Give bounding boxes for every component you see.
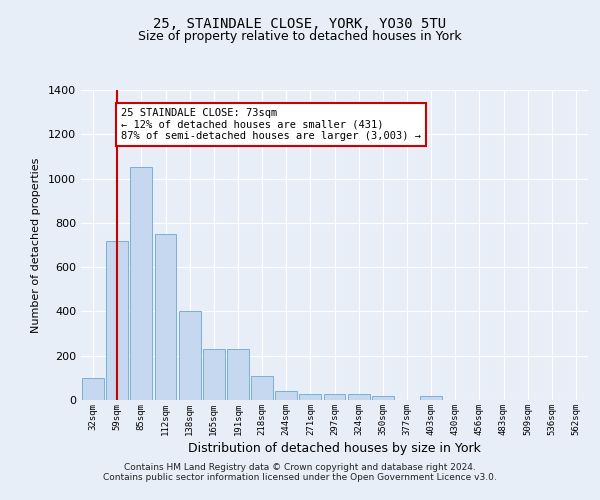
Y-axis label: Number of detached properties: Number of detached properties	[31, 158, 41, 332]
Bar	[82, 378, 104, 400]
Bar	[323, 394, 346, 400]
Bar	[155, 234, 176, 400]
Bar	[348, 394, 370, 400]
Text: 25, STAINDALE CLOSE, YORK, YO30 5TU: 25, STAINDALE CLOSE, YORK, YO30 5TU	[154, 18, 446, 32]
Bar	[251, 376, 273, 400]
Bar	[203, 349, 224, 400]
Bar	[130, 168, 152, 400]
Bar	[275, 391, 297, 400]
Text: 25 STAINDALE CLOSE: 73sqm
← 12% of detached houses are smaller (431)
87% of semi: 25 STAINDALE CLOSE: 73sqm ← 12% of detac…	[121, 108, 421, 141]
Bar	[179, 312, 200, 400]
X-axis label: Distribution of detached houses by size in York: Distribution of detached houses by size …	[188, 442, 481, 455]
Text: Size of property relative to detached houses in York: Size of property relative to detached ho…	[138, 30, 462, 43]
Bar	[372, 396, 394, 400]
Text: Contains HM Land Registry data © Crown copyright and database right 2024.: Contains HM Land Registry data © Crown c…	[124, 462, 476, 471]
Bar	[420, 396, 442, 400]
Bar	[227, 349, 249, 400]
Bar	[299, 394, 321, 400]
Bar	[106, 240, 128, 400]
Text: Contains public sector information licensed under the Open Government Licence v3: Contains public sector information licen…	[103, 474, 497, 482]
